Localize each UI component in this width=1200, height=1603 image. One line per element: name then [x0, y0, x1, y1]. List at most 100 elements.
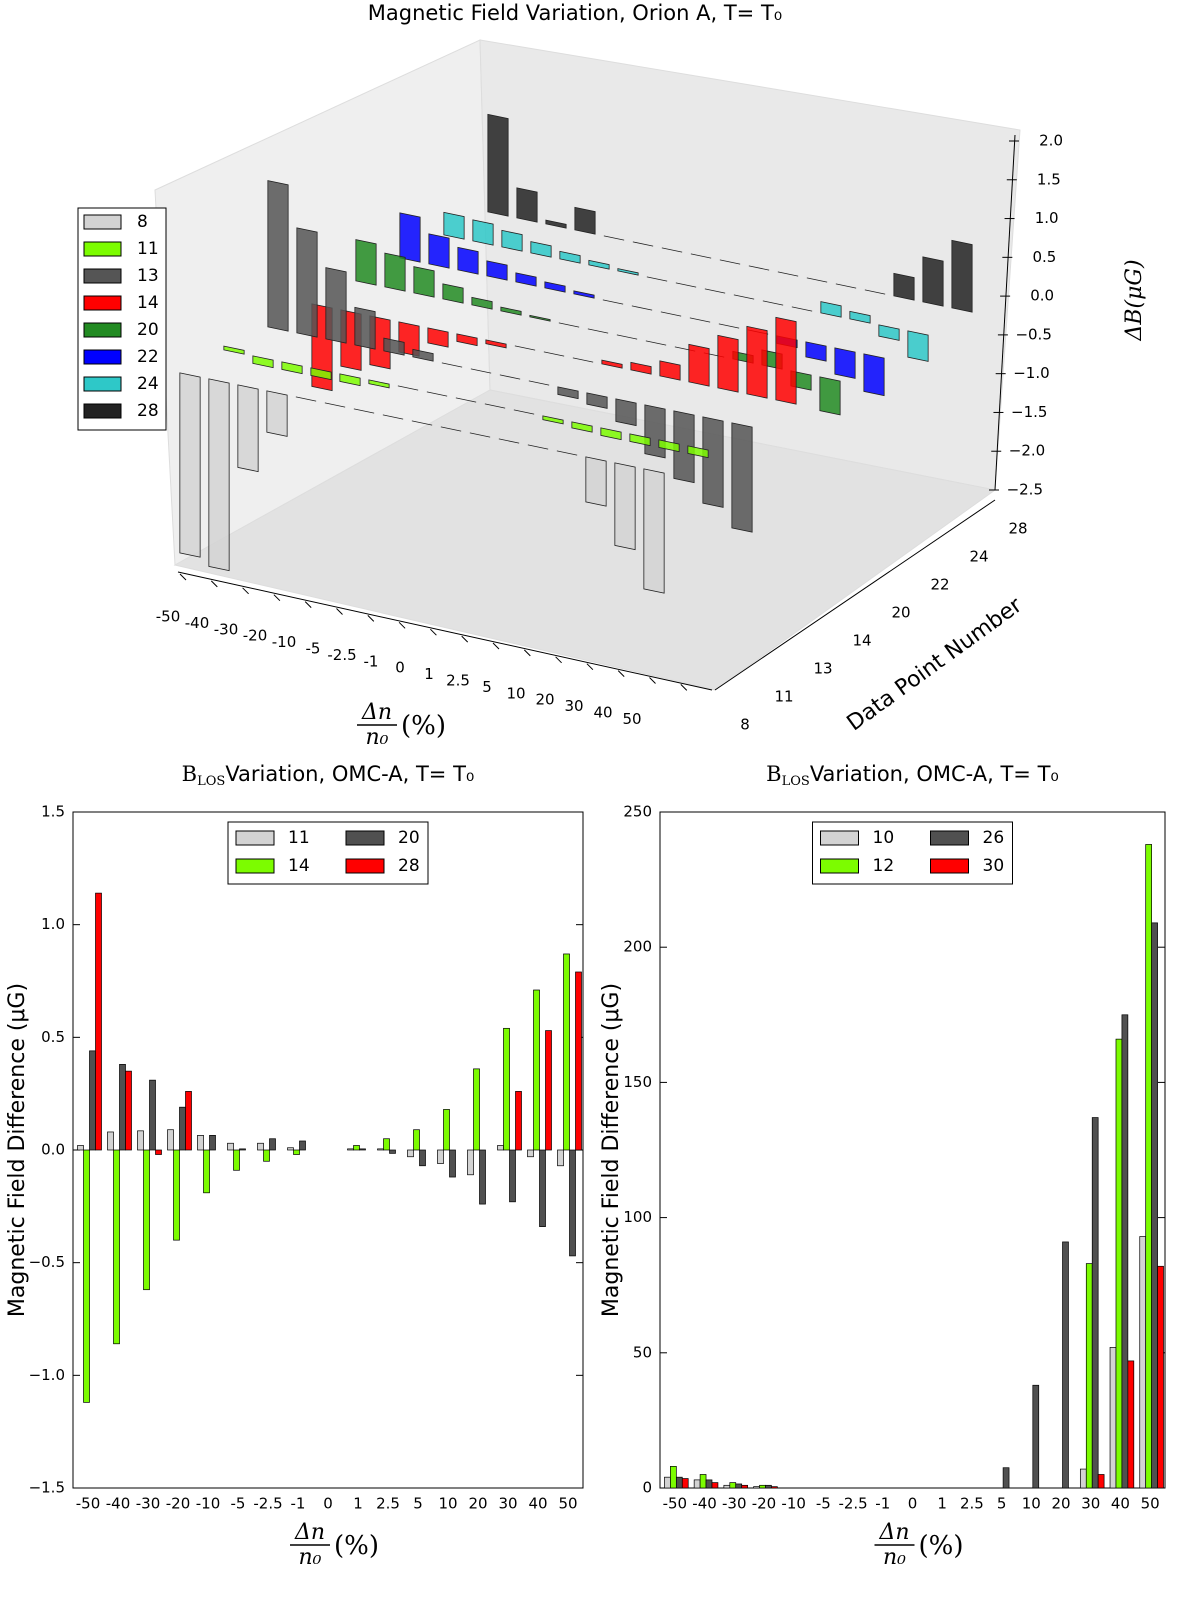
bar [1157, 1265, 1164, 1489]
legend-label: 28 [137, 401, 159, 421]
x-label-numerator: Δn [878, 1520, 909, 1545]
legend-label: 20 [137, 320, 159, 340]
bar [557, 1149, 564, 1167]
x-tick-label: 40 [593, 704, 612, 722]
x-tick-label: 10 [438, 1495, 457, 1513]
depth-tick-label: 28 [1008, 520, 1027, 538]
bar [509, 1149, 516, 1203]
bar [514, 345, 536, 351]
bar [664, 1476, 671, 1489]
y-tick-label: 150 [623, 1073, 652, 1091]
chart-title: Magnetic Field Variation, Orion A, T= T₀ [368, 1, 782, 25]
bar [389, 1149, 396, 1154]
bar [397, 385, 419, 391]
bar [600, 427, 622, 441]
x-label-unit: (%) [919, 1531, 964, 1561]
bar [179, 1106, 186, 1151]
bar [407, 1149, 414, 1158]
bar [77, 1145, 84, 1151]
y-tick-label: 200 [623, 938, 652, 956]
depth-tick-label: 8 [740, 716, 750, 734]
bar [267, 180, 289, 332]
x-tick-label: -40 [185, 614, 210, 632]
z-tick-label: −0.5 [1015, 325, 1051, 343]
bar [1032, 1384, 1040, 1489]
x-tick-label: -1 [291, 1495, 306, 1513]
bar [456, 333, 478, 347]
bar [197, 1135, 204, 1151]
y-tick-label: 1.5 [41, 803, 65, 821]
x-tick [555, 656, 562, 664]
bar [89, 1050, 96, 1151]
legend-label: 11 [288, 828, 310, 848]
bar [951, 239, 973, 313]
z-tick-label: −2.0 [1009, 442, 1045, 460]
bar [835, 283, 857, 289]
x-tick-label: 0 [908, 1495, 918, 1513]
bar [440, 426, 462, 432]
x-tick-label: 1 [937, 1495, 947, 1513]
x-tick-label: -20 [243, 627, 268, 645]
bar [1115, 1038, 1123, 1489]
bar [252, 355, 274, 369]
bar [529, 314, 551, 322]
depth-tick-label: 20 [891, 604, 910, 622]
bar [559, 250, 581, 264]
bar [572, 357, 594, 363]
bar [893, 272, 915, 301]
x-tick [210, 580, 218, 588]
bar [834, 347, 856, 379]
legend-label: 13 [137, 266, 159, 286]
bar [426, 391, 448, 397]
x-tick-label: -1 [364, 652, 379, 670]
bar [644, 404, 666, 459]
legend-swatch [83, 241, 122, 257]
bar [729, 1482, 737, 1489]
bar [209, 1135, 216, 1151]
legend-label: 8 [137, 212, 148, 232]
bar [293, 1149, 300, 1155]
bar [563, 953, 570, 1151]
bar [1097, 1474, 1105, 1489]
bar [702, 416, 724, 508]
x-tick-label: -40 [692, 1495, 717, 1513]
bar [266, 390, 288, 437]
x-tick-label: 20 [535, 691, 554, 709]
bar [437, 1149, 444, 1164]
x-tick [273, 594, 281, 602]
x-tick-label: -10 [781, 1495, 806, 1513]
bar [545, 219, 567, 229]
chart-title: BLOSVariation, OMC-A, T= T₀ [766, 762, 1059, 789]
bar [513, 409, 535, 415]
bar [179, 372, 201, 558]
bar [413, 1129, 420, 1151]
bar [575, 971, 582, 1151]
bar [922, 256, 944, 307]
bar [355, 239, 377, 286]
bar [257, 1142, 264, 1151]
legend-swatch [83, 214, 122, 230]
bar [484, 403, 506, 409]
bar [690, 253, 712, 259]
x-tick [430, 628, 437, 636]
bar [617, 268, 639, 276]
x-tick-label: -5 [306, 640, 321, 658]
bar [269, 1138, 276, 1151]
bar [614, 462, 636, 551]
legend-label: 14 [137, 293, 159, 313]
bar [473, 1068, 480, 1151]
bar [471, 296, 493, 310]
bar [588, 259, 610, 270]
bar [515, 1091, 522, 1151]
x-tick-label: -30 [722, 1495, 747, 1513]
bar [500, 306, 522, 316]
bar [632, 241, 654, 247]
bar [646, 276, 668, 282]
bar [382, 414, 404, 420]
z-tick-label: −2.5 [1007, 481, 1043, 499]
title-main: B [182, 762, 197, 786]
bar [746, 325, 768, 399]
bar [544, 281, 566, 293]
x-tick-label: 40 [1111, 1495, 1130, 1513]
bar [1002, 1467, 1010, 1489]
